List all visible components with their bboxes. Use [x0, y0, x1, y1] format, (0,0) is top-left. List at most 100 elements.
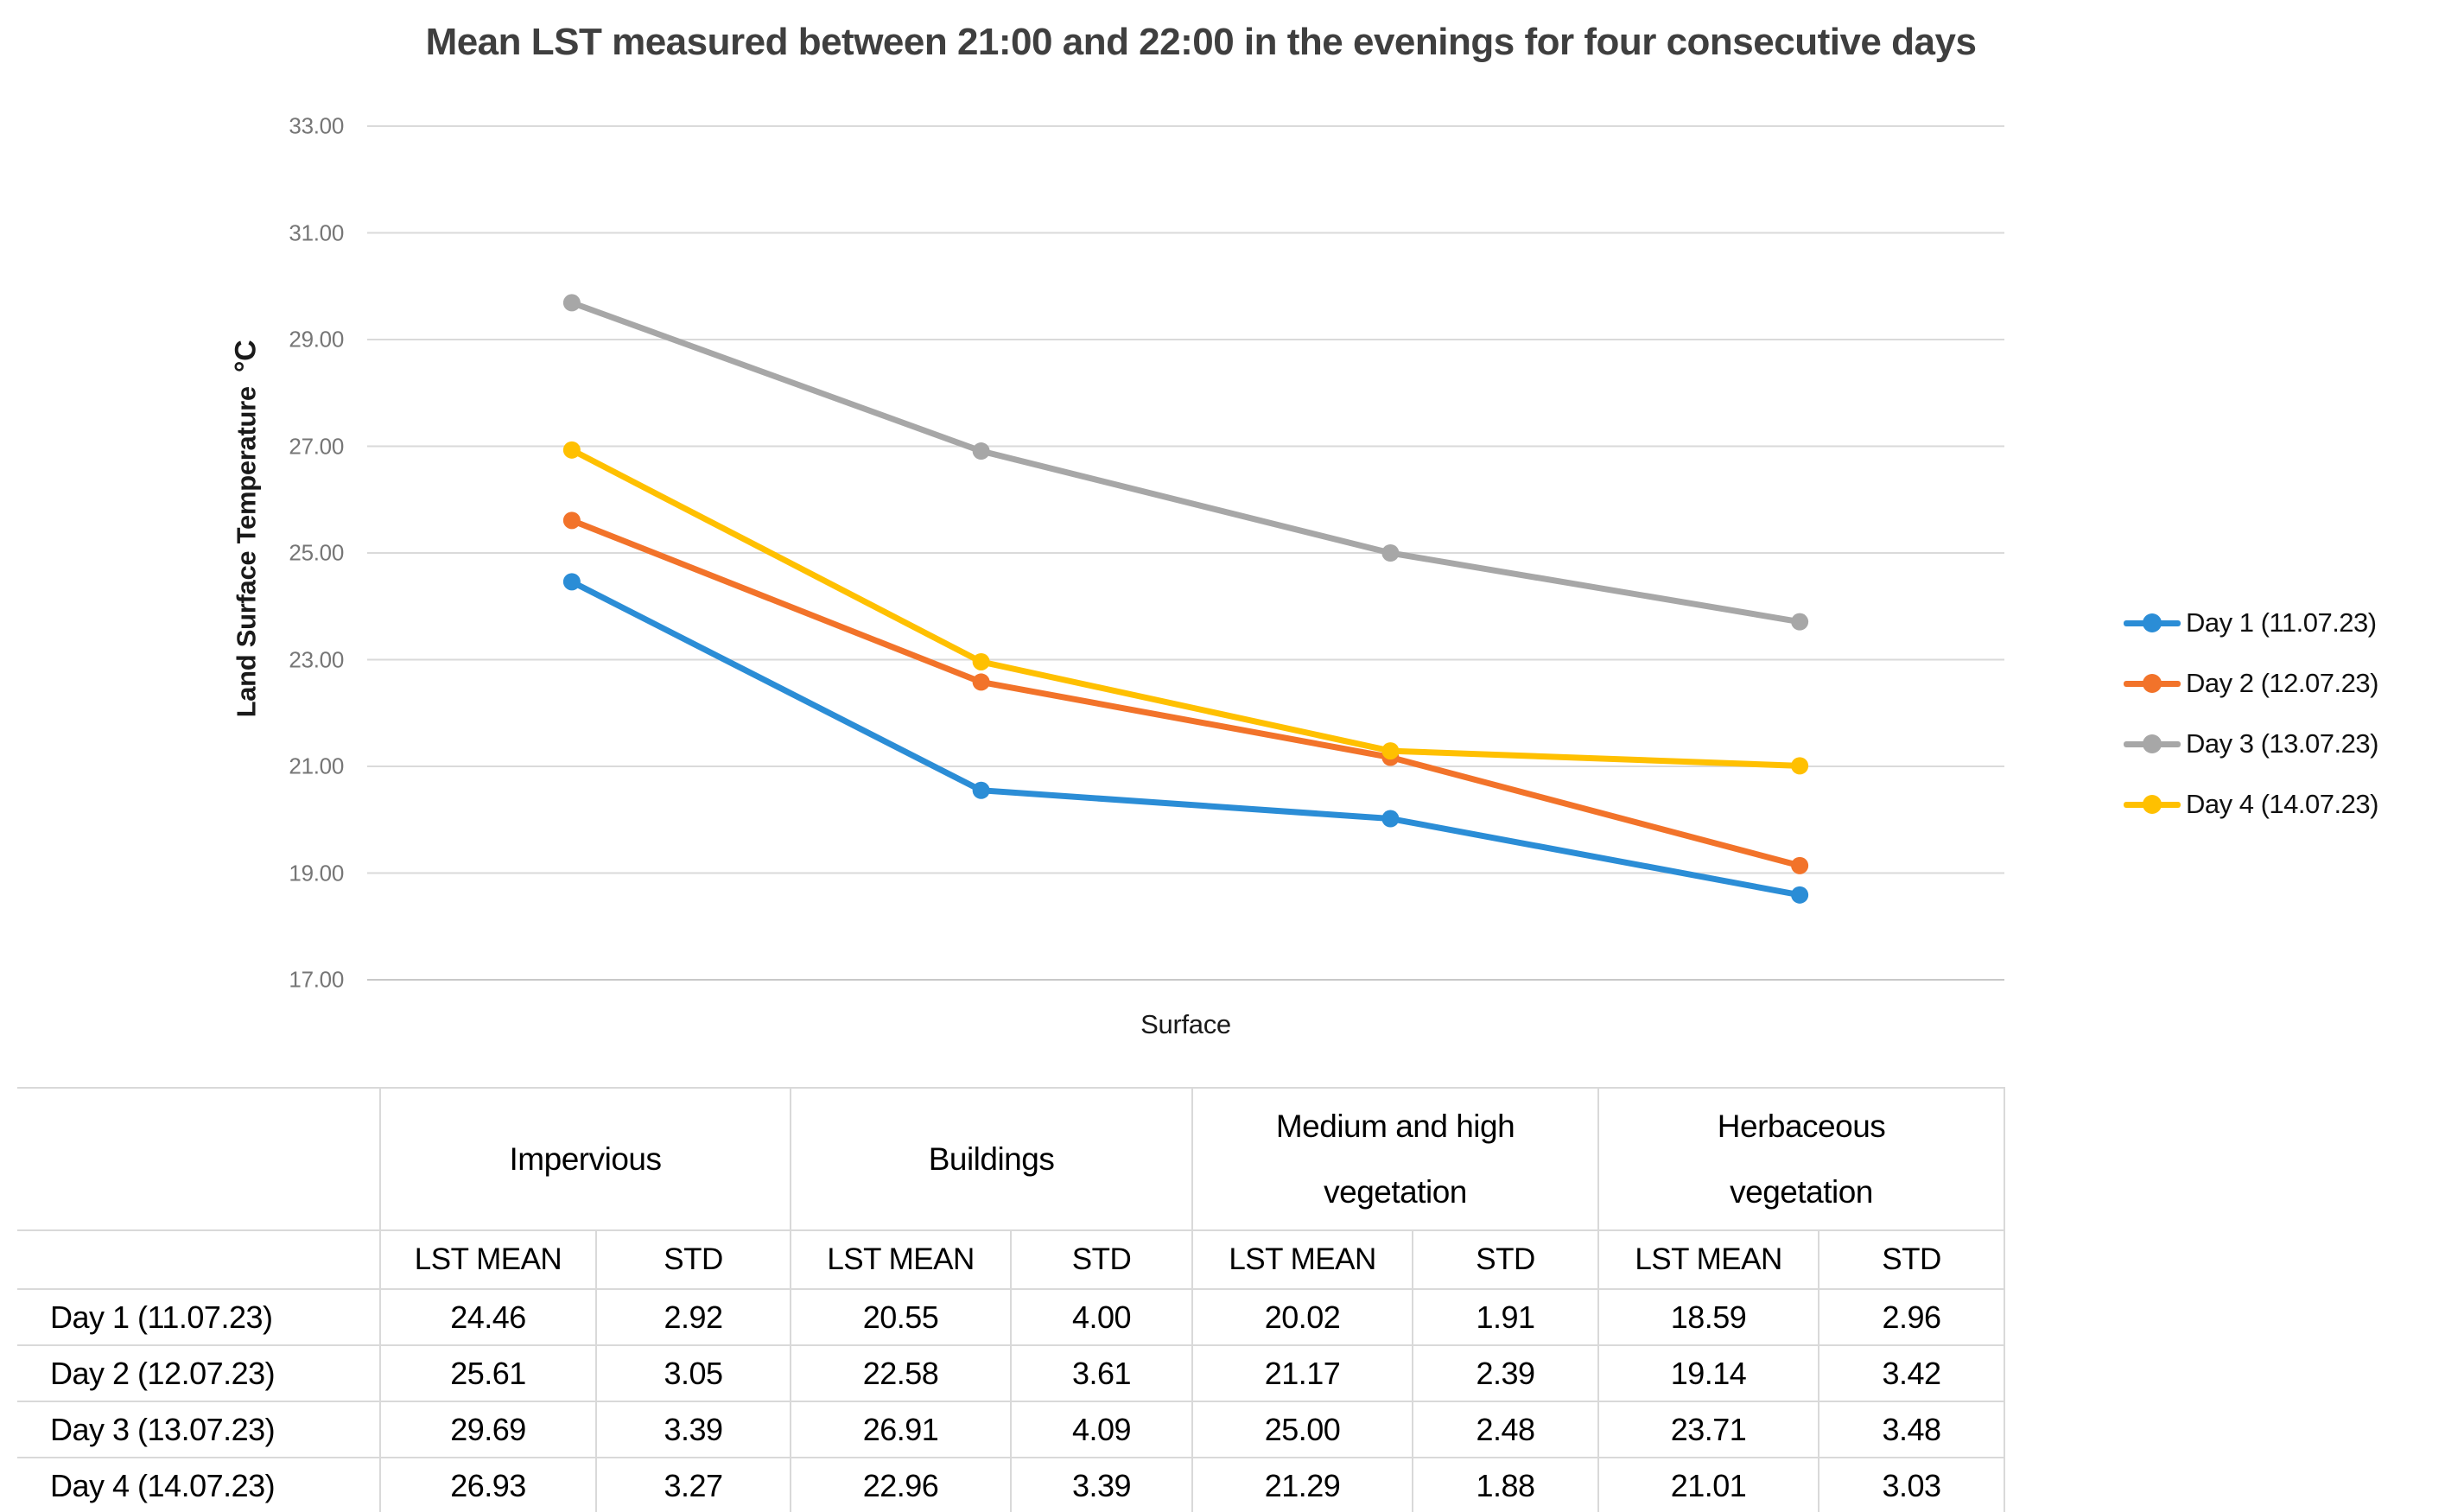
y-tick-label: 29.00	[289, 326, 344, 353]
table-cell: 21.01	[1597, 1457, 1820, 1512]
table-cell: 3.61	[1010, 1344, 1194, 1402]
table-cell: 2.96	[1818, 1288, 2006, 1346]
table-sub-header: STD	[1010, 1229, 1194, 1290]
table-cell: 21.17	[1191, 1344, 1414, 1402]
legend-marker-icon	[2124, 734, 2181, 753]
data-point	[972, 652, 990, 670]
table-sub-header-row: LST MEAN STD LST MEAN STD LST MEAN STD LST MEA…	[17, 1229, 2006, 1290]
table-group-header: Herbaceous vegetation	[1597, 1087, 2006, 1231]
table-cell: 2.92	[594, 1288, 792, 1346]
table-cell: 3.27	[594, 1457, 792, 1512]
table-group-header: Buildings	[790, 1087, 1194, 1231]
y-tick-label: 31.00	[289, 219, 344, 245]
legend-marker-icon	[2124, 613, 2181, 632]
series-line-1	[568, 578, 1803, 899]
table-cell: 3.39	[594, 1401, 792, 1458]
data-point	[972, 442, 990, 461]
table-group-header-row: Impervious Buildings Medium and high veget…	[17, 1087, 2006, 1231]
y-tick-label: 33.00	[289, 112, 344, 139]
series-line-2	[568, 517, 1803, 869]
lst-data-table: Impervious Buildings Medium and high veget…	[17, 1087, 2006, 1512]
legend-item-3: Day 3 (13.07.23)	[2124, 714, 2378, 774]
table-cell: 25.00	[1191, 1401, 1414, 1458]
y-tick-label: 25.00	[289, 539, 344, 566]
data-point	[562, 573, 581, 591]
table-sub-header: STD	[1818, 1229, 2006, 1290]
legend-item-2: Day 2 (12.07.23)	[2124, 653, 2378, 714]
plot-area	[367, 125, 2004, 981]
x-axis-title: Surface	[1140, 1009, 1231, 1039]
table-cell: 18.59	[1597, 1288, 1820, 1346]
legend-dot-icon	[2143, 613, 2162, 632]
y-tick-label: 19.00	[289, 860, 344, 886]
table-row-label: Day 1 (11.07.23)	[17, 1288, 381, 1346]
table-cell: 4.00	[1010, 1288, 1194, 1346]
table-sub-header: STD	[1412, 1229, 1600, 1290]
table-row: Day 2 (12.07.23) 25.61 3.05 22.58 3.61 21.17 2…	[17, 1344, 2006, 1402]
legend-marker-icon	[2124, 674, 2181, 693]
legend-item-1: Day 1 (11.07.23)	[2124, 593, 2378, 653]
legend-label: Day 3 (13.07.23)	[2186, 728, 2378, 759]
table-row-label: Day 2 (12.07.23)	[17, 1344, 381, 1402]
table-cell: 3.48	[1818, 1401, 2006, 1458]
table-row: Day 1 (11.07.23) 24.46 2.92 20.55 4.00 20.02 1…	[17, 1288, 2006, 1346]
table-row-label: Day 3 (13.07.23)	[17, 1401, 381, 1458]
table-cell: 19.14	[1597, 1344, 1820, 1402]
y-tick-label: 23.00	[289, 646, 344, 672]
table-cell: 26.93	[379, 1457, 597, 1512]
table-row: Day 3 (13.07.23) 29.69 3.39 26.91 4.09 25.00 2…	[17, 1401, 2006, 1458]
table-cell: 22.96	[790, 1457, 1013, 1512]
table-sub-header: LST MEAN	[1191, 1229, 1414, 1290]
table-cell: 22.58	[790, 1344, 1013, 1402]
legend-label: Day 4 (14.07.23)	[2186, 789, 2378, 819]
table-cell: 25.61	[379, 1344, 597, 1402]
data-point	[562, 294, 581, 312]
table-cell: 21.29	[1191, 1457, 1414, 1512]
series-line-3	[568, 299, 1803, 626]
table-group-header: Medium and high vegetation	[1191, 1087, 1600, 1231]
data-point	[562, 441, 581, 459]
data-point	[1791, 613, 1809, 631]
chart-legend: Day 1 (11.07.23) Day 2 (12.07.23) Day 3 (1…	[2124, 593, 2378, 835]
data-point	[972, 673, 990, 691]
legend-label: Day 1 (11.07.23)	[2186, 607, 2377, 638]
table-row-label: Day 4 (14.07.23)	[17, 1457, 381, 1512]
legend-item-4: Day 4 (14.07.23)	[2124, 774, 2378, 835]
table-cell: 1.91	[1412, 1288, 1600, 1346]
table-cell: 24.46	[379, 1288, 597, 1346]
table-cell: 20.55	[790, 1288, 1013, 1346]
table-cell: 3.39	[1010, 1457, 1194, 1512]
table-cell: 3.42	[1818, 1344, 2006, 1402]
y-tick-label: 17.00	[289, 966, 344, 993]
table-cell: 3.03	[1818, 1457, 2006, 1512]
table-blank-cell	[17, 1229, 381, 1290]
table-group-header: Impervious	[378, 1087, 792, 1231]
table-sub-header: LST MEAN	[790, 1229, 1013, 1290]
table-cell: 2.48	[1412, 1401, 1600, 1458]
legend-marker-icon	[2124, 795, 2181, 814]
data-point	[1381, 742, 1400, 760]
data-point	[562, 511, 581, 530]
y-tick-label: 21.00	[289, 753, 344, 779]
table-sub-header: LST MEAN	[379, 1229, 597, 1290]
y-tick-label: 27.00	[289, 433, 344, 459]
table-sub-header: LST MEAN	[1597, 1229, 1820, 1290]
table-cell: 23.71	[1597, 1401, 1820, 1458]
table-cell: 2.39	[1412, 1344, 1600, 1402]
table-corner-cell	[17, 1087, 381, 1231]
table-cell: 3.05	[594, 1344, 792, 1402]
table-cell: 1.88	[1412, 1457, 1600, 1512]
legend-dot-icon	[2143, 795, 2162, 814]
table-sub-header: STD	[594, 1229, 792, 1290]
data-point	[1381, 810, 1400, 828]
table-cell: 26.91	[790, 1401, 1013, 1458]
chart-title: Mean LST measured between 21:00 and 22:0…	[425, 21, 1977, 63]
legend-dot-icon	[2143, 674, 2162, 693]
data-point	[972, 781, 990, 799]
series-line-4	[568, 447, 1803, 769]
table-row: Day 4 (14.07.23) 26.93 3.27 22.96 3.39 21.29 1…	[17, 1457, 2006, 1512]
legend-label: Day 2 (12.07.23)	[2186, 668, 2378, 698]
data-point	[1791, 757, 1809, 775]
legend-dot-icon	[2143, 734, 2162, 753]
